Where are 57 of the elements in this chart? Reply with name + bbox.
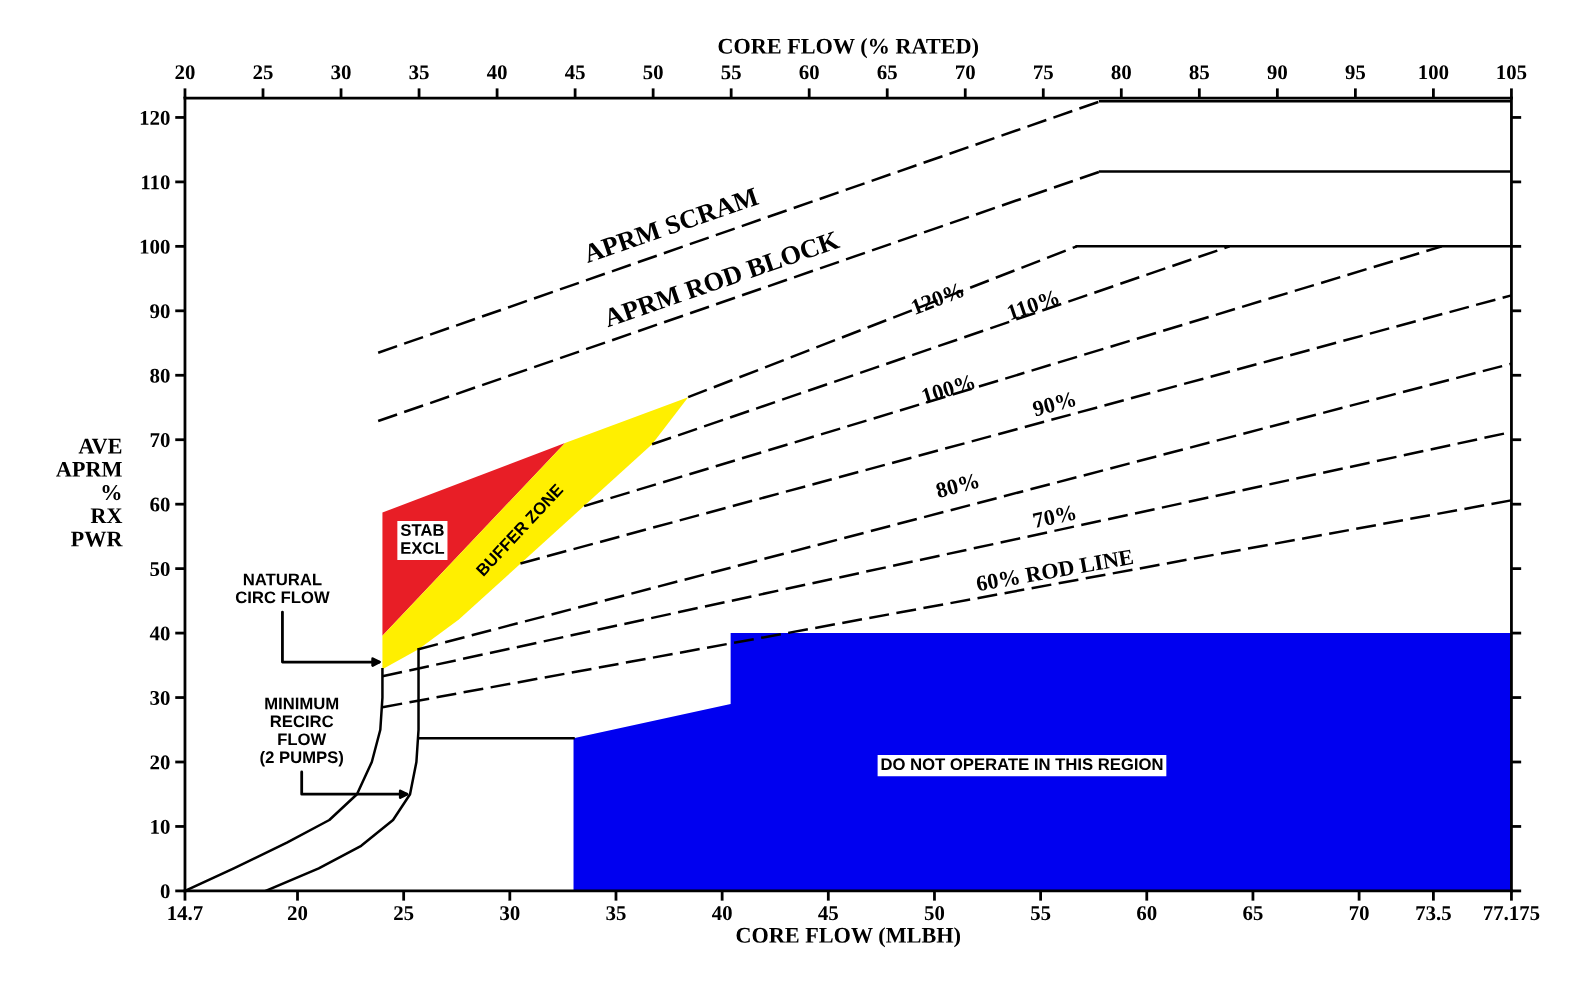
x2-tick-label: 60 (799, 65, 819, 80)
y-tick-label: 120 (140, 110, 170, 125)
x-tick-label: 25 (394, 906, 414, 921)
y-tick-label: 30 (150, 690, 170, 705)
x2-tick-label: 25 (253, 65, 273, 80)
x2-tick-label: 45 (564, 65, 585, 80)
x-tick-label: 60 (1137, 906, 1157, 921)
x2-tick-label: 20 (175, 65, 195, 80)
y-tick-label: 10 (151, 819, 170, 834)
y-tick-label: 70 (150, 433, 170, 448)
x2-tick-label: 65 (877, 65, 897, 80)
y-axis-title: AVE APRM % RX PWR (56, 438, 123, 547)
y-tick-label: 50 (150, 562, 170, 577)
annotation: 70% (1032, 504, 1076, 529)
x-tick-label: 40 (712, 906, 732, 921)
y-tick-label: 0 (160, 884, 170, 899)
y-tick-label: 80 (150, 368, 170, 383)
annotation: STAB EXCL (400, 524, 445, 554)
x2-tick-label: 40 (486, 65, 507, 80)
x2-axis-title: CORE FLOW (% RATED) (718, 38, 979, 59)
y-tick-label: 40 (149, 626, 170, 641)
x2-tick-label: 75 (1034, 65, 1053, 80)
annotation: 80% (935, 473, 980, 499)
annotation: NATURAL CIRC FLOW (235, 573, 330, 604)
x-axis-title: CORE FLOW (MLBH) (736, 927, 960, 948)
x-tick-label: 14.7 (168, 906, 203, 921)
x-tick-label: 70 (1349, 906, 1369, 921)
x-tick-label: 73.5 (1416, 906, 1451, 921)
x2-tick-label: 80 (1111, 65, 1131, 80)
annotation: DO NOT OPERATE IN THIS REGION (881, 758, 1163, 771)
x-tick-label: 35 (606, 906, 626, 921)
x2-tick-label: 55 (721, 65, 741, 80)
x2-tick-label: 70 (956, 65, 975, 80)
y-tick-label: 20 (150, 755, 170, 770)
x-tick-label: 77.175 (1483, 906, 1540, 921)
annotation: 110% (1006, 289, 1060, 321)
y-tick-label: 60 (150, 497, 170, 512)
x-tick-label: 45 (818, 906, 838, 921)
x2-tick-label: 95 (1345, 65, 1366, 80)
y-tick-label: 110 (141, 175, 170, 190)
x2-tick-label: 35 (409, 65, 429, 80)
x-tick-label: 20 (287, 906, 308, 921)
x2-tick-label: 30 (331, 65, 351, 80)
annotation: MINIMUM RECIRC FLOW (2 PUMPS) (260, 697, 344, 767)
x-tick-label: 55 (1031, 906, 1051, 921)
x-tick-label: 50 (924, 906, 945, 921)
annotation: 60% ROD LINE (975, 549, 1134, 592)
x2-tick-label: 100 (1419, 65, 1449, 80)
x2-tick-label: 85 (1189, 65, 1209, 80)
x2-tick-label: 90 (1267, 65, 1287, 80)
y-tick-label: 90 (150, 304, 170, 319)
annotation: 90% (1031, 391, 1077, 417)
x2-tick-label: 105 (1497, 65, 1527, 80)
x2-tick-label: 50 (643, 65, 663, 80)
y-tick-label: 100 (140, 239, 170, 254)
x-tick-label: 30 (500, 906, 520, 921)
x-tick-label: 65 (1243, 906, 1263, 921)
